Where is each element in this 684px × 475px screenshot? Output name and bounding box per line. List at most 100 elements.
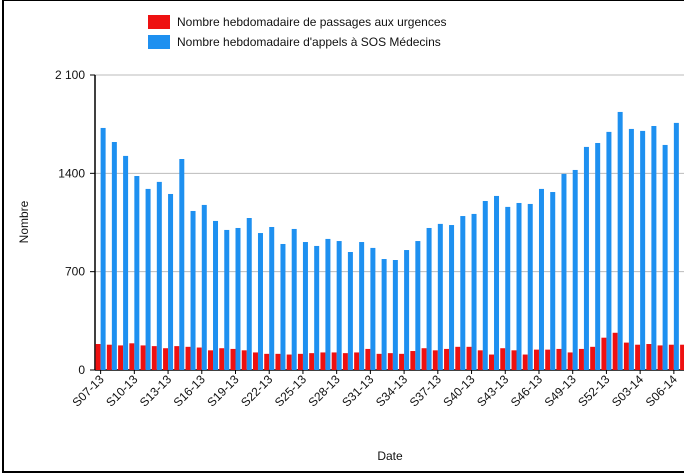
- bar: [449, 225, 455, 370]
- bar: [123, 155, 129, 370]
- bar: [208, 350, 214, 370]
- bar: [556, 348, 562, 370]
- bar: [100, 127, 106, 370]
- bar: [404, 250, 410, 370]
- bar: [421, 348, 427, 370]
- bar: [680, 344, 684, 370]
- bar: [635, 344, 641, 370]
- bar: [595, 142, 601, 370]
- bar: [297, 353, 303, 370]
- x-tick-label: S03-14: [609, 372, 646, 409]
- bar: [578, 348, 584, 370]
- legend-label: Nombre hebdomadaire d'appels à SOS Médec…: [177, 35, 441, 49]
- y-tick-label: 0: [78, 363, 85, 377]
- x-tick-label: S22-13: [238, 372, 275, 409]
- y-tick-label: 700: [65, 265, 85, 279]
- bar: [651, 125, 657, 370]
- plot: [95, 111, 684, 371]
- y-tick-label: 2 100: [55, 68, 85, 82]
- bar: [392, 260, 398, 370]
- x-tick-label: S34-13: [373, 372, 410, 409]
- bar: [527, 203, 533, 370]
- bar: [471, 213, 477, 370]
- x-tick-label: S19-13: [204, 372, 241, 409]
- x-tick-label: S10-13: [103, 372, 140, 409]
- bar: [325, 238, 331, 370]
- bar: [415, 241, 421, 370]
- bar: [370, 247, 376, 370]
- bar: [628, 128, 634, 370]
- bar: [252, 352, 258, 370]
- bar: [426, 227, 432, 370]
- y-tick-label: 1400: [58, 166, 85, 180]
- bar: [646, 344, 652, 370]
- x-tick-label: S46-13: [508, 372, 545, 409]
- bar: [399, 353, 405, 370]
- bar: [668, 344, 674, 370]
- bar: [269, 226, 275, 370]
- bar: [657, 345, 663, 370]
- bar: [538, 188, 544, 370]
- x-tick-label: S49-13: [542, 372, 579, 409]
- bar: [500, 348, 506, 370]
- bar: [140, 345, 146, 370]
- bar: [257, 233, 263, 370]
- bar: [365, 348, 371, 370]
- bar: [185, 346, 191, 370]
- bar: [606, 131, 612, 370]
- bar: [134, 176, 140, 370]
- bar: [354, 352, 360, 370]
- bar: [601, 337, 607, 370]
- x-tick-label: S37-13: [407, 372, 444, 409]
- bar: [320, 352, 326, 370]
- bar: [190, 210, 196, 370]
- bar: [156, 181, 162, 370]
- bar: [381, 259, 387, 370]
- bar: [201, 204, 207, 370]
- bar: [275, 353, 281, 370]
- bar: [455, 346, 461, 370]
- x-tick-label: S52-13: [575, 372, 612, 409]
- bar: [151, 346, 157, 370]
- bar: [466, 346, 472, 370]
- bar: [241, 350, 247, 370]
- bar: [309, 353, 315, 370]
- bar: [235, 227, 241, 370]
- bar: [505, 206, 511, 370]
- bar: [280, 243, 286, 370]
- bar: [213, 220, 219, 370]
- bar: [482, 201, 488, 370]
- bar: [545, 349, 551, 370]
- bar: [561, 173, 567, 370]
- x-tick-label: S40-13: [440, 372, 477, 409]
- bar: [168, 193, 174, 370]
- bar: [550, 192, 556, 370]
- bar: [118, 345, 124, 370]
- bar: [264, 353, 270, 370]
- bar: [129, 343, 135, 370]
- bar: [95, 344, 101, 370]
- legend-label: Nombre hebdomadaire de passages aux urge…: [177, 15, 447, 29]
- bar: [460, 216, 466, 370]
- bar: [291, 228, 297, 370]
- x-tick-label: S28-13: [306, 372, 343, 409]
- legend-swatch: [148, 15, 170, 29]
- bar: [612, 332, 618, 370]
- bar: [359, 242, 365, 370]
- bar: [196, 347, 202, 370]
- x-tick-label: S43-13: [474, 372, 511, 409]
- bar: [224, 229, 230, 370]
- x-tick-label: S31-13: [339, 372, 376, 409]
- bar: [336, 241, 342, 370]
- bar: [246, 218, 252, 370]
- bar: [640, 130, 646, 370]
- bar: [533, 349, 539, 370]
- bar: [331, 352, 337, 370]
- x-tick-label: S16-13: [171, 372, 208, 409]
- bar: [444, 348, 450, 370]
- bar: [489, 354, 495, 370]
- bar: [376, 353, 382, 370]
- bar: [347, 252, 353, 370]
- bar: [163, 348, 169, 370]
